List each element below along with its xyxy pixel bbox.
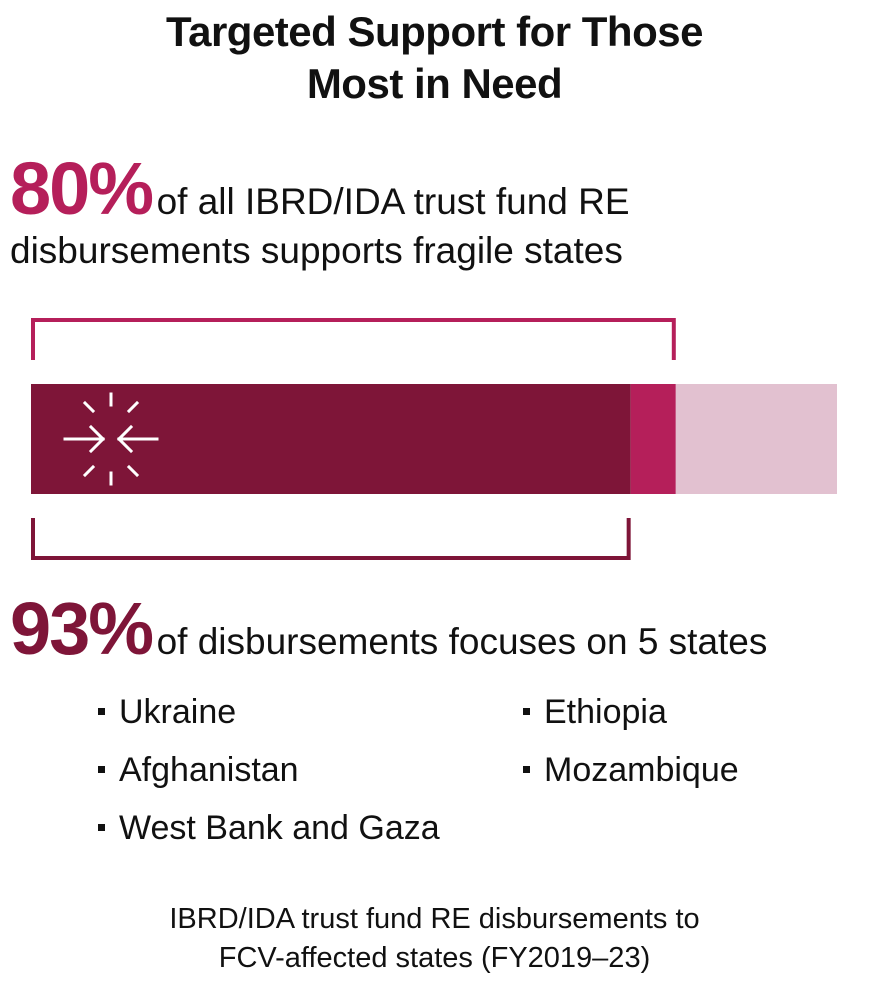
title-line-1: Targeted Support for Those — [166, 8, 703, 55]
arrows-converging-icon — [63, 392, 159, 486]
list-item: Mozambique — [523, 750, 739, 808]
caption-line-2: FCV-affected states (FY2019–23) — [218, 942, 651, 974]
stacked-bar-chart — [31, 318, 837, 560]
list-item: Afghanistan — [98, 750, 440, 808]
stat-fragile-states: 80% of all IBRD/IDA trust fund RE — [10, 146, 630, 231]
state-list-right: Ethiopia Mozambique — [523, 692, 739, 808]
icon-stroke-9 — [82, 400, 96, 414]
stat-fragile-text: of all IBRD/IDA trust fund RE — [156, 181, 630, 222]
icon-stroke-11 — [82, 464, 96, 478]
icon-stroke-12 — [126, 464, 140, 478]
caption-line-1: IBRD/IDA trust fund RE disbursements to — [169, 903, 700, 935]
bar-segment-3 — [675, 384, 837, 494]
bar-segment-2 — [630, 384, 676, 494]
stat-fragile-value: 80% — [10, 147, 154, 230]
bracket-bottom — [31, 518, 631, 560]
stat-five-value: 93% — [10, 587, 154, 670]
icon-stroke-3 — [88, 436, 106, 454]
list-item: Ethiopia — [523, 692, 739, 750]
stat-five-text: of disbursements focuses on 5 states — [156, 621, 768, 662]
brackets — [31, 318, 676, 560]
stat-fragile-text-line-2: disbursements supports fragile states — [10, 230, 623, 271]
caption: IBRD/IDA trust fund RE disbursements to … — [0, 900, 869, 978]
icon-stroke-2 — [88, 424, 106, 442]
list-item: West Bank and Gaza — [98, 808, 440, 866]
list-item: Ukraine — [98, 692, 440, 750]
state-list-left: Ukraine Afghanistan West Bank and Gaza — [98, 692, 440, 866]
bracket-top — [31, 318, 676, 360]
icon-stroke-10 — [126, 400, 140, 414]
chart-title: Targeted Support for Those Most in Need — [0, 6, 869, 110]
stat-five-states: 93% of disbursements focuses on 5 states — [10, 586, 767, 671]
icon-stroke-5 — [116, 424, 134, 442]
title-line-2: Most in Need — [306, 60, 563, 107]
icon-stroke-6 — [116, 436, 134, 454]
